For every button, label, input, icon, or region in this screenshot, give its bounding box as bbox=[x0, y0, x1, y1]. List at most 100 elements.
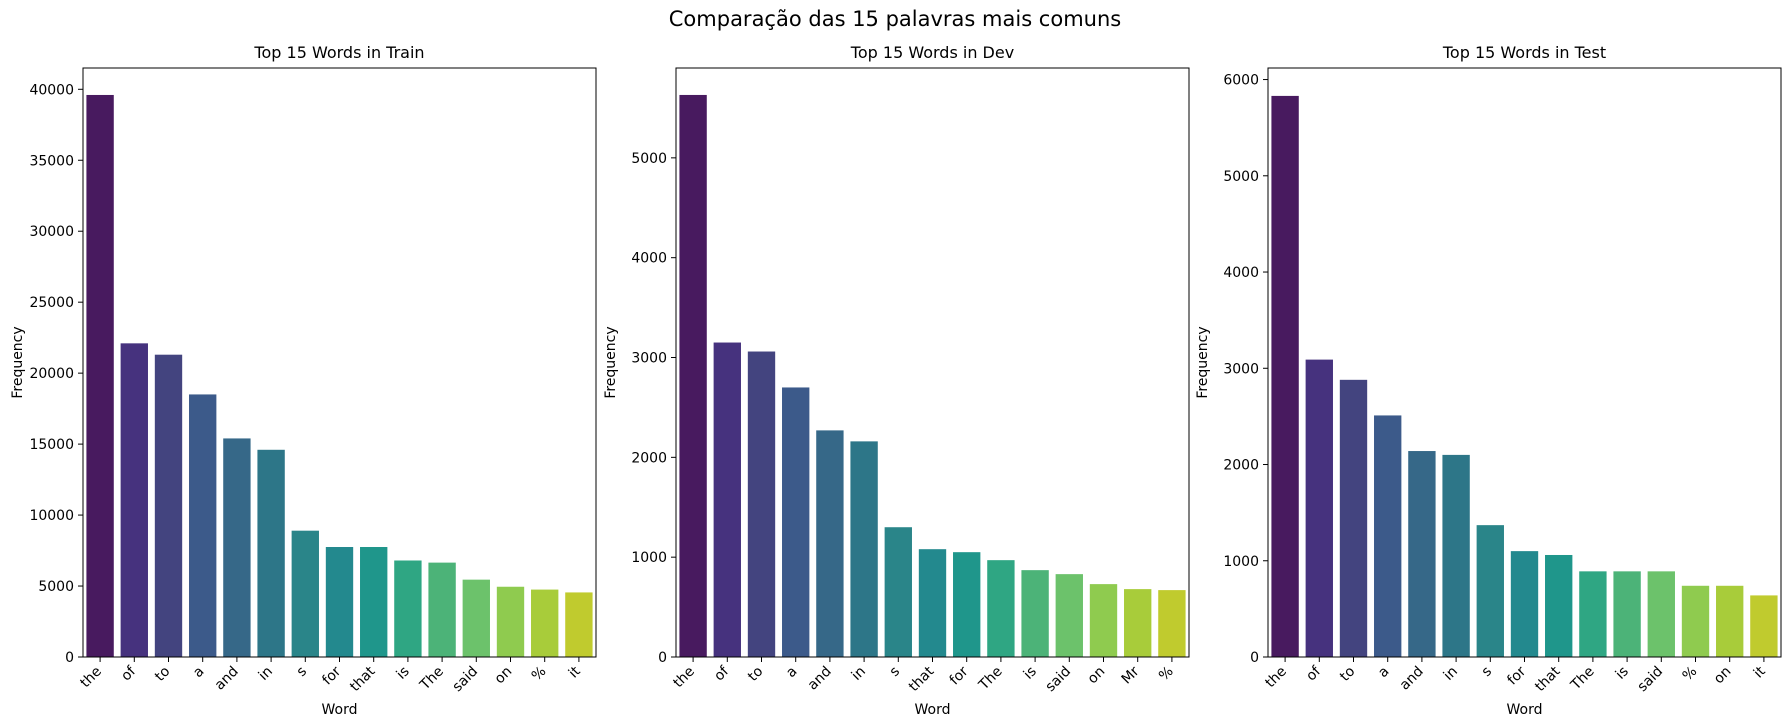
bar bbox=[496, 586, 525, 657]
x-tick-label: that bbox=[347, 663, 379, 695]
x-tick-label: of bbox=[118, 663, 140, 685]
bar bbox=[918, 549, 947, 657]
y-tick-label: 3000 bbox=[1223, 361, 1259, 377]
x-tick-label: % bbox=[1680, 664, 1701, 685]
x-tick-label: s bbox=[294, 664, 310, 680]
bar bbox=[1545, 554, 1573, 657]
bar bbox=[531, 589, 559, 657]
x-tick-label: in bbox=[849, 664, 869, 684]
x-tick-label: the bbox=[670, 664, 698, 692]
bar bbox=[1305, 359, 1333, 657]
y-tick-label: 5000 bbox=[631, 151, 667, 167]
bar bbox=[1750, 595, 1778, 657]
x-tick-label: it bbox=[566, 663, 584, 681]
x-tick-label: % bbox=[1156, 664, 1177, 685]
bar bbox=[1716, 585, 1744, 657]
chart-panel-0: Top 15 Words in Train 0 5000 10000 15000 2000… bbox=[10, 43, 597, 718]
x-tick-label: in bbox=[256, 664, 276, 684]
bar bbox=[394, 560, 422, 657]
y-tick-label: 0 bbox=[658, 650, 667, 666]
y-tick-label: 40000 bbox=[29, 82, 74, 98]
bar bbox=[189, 394, 217, 657]
bar bbox=[462, 579, 490, 657]
x-tick-label: s bbox=[1479, 664, 1495, 680]
bar bbox=[1408, 451, 1436, 657]
x-tick-label: The bbox=[975, 664, 1005, 694]
x-tick-label: in bbox=[1441, 664, 1461, 684]
y-tick-label: 3000 bbox=[631, 351, 667, 367]
y-tick-label: 6000 bbox=[1223, 73, 1259, 89]
y-tick-label: 1000 bbox=[631, 550, 667, 566]
x-tick-label: % bbox=[529, 664, 550, 685]
x-axis-label: Word bbox=[915, 702, 951, 718]
y-tick-label: 2000 bbox=[1223, 458, 1259, 474]
y-tick-label: 5000 bbox=[1223, 169, 1259, 185]
bar bbox=[360, 547, 388, 657]
plot-frame bbox=[82, 67, 597, 658]
x-tick-label: is bbox=[1613, 664, 1632, 683]
bar bbox=[154, 354, 183, 657]
y-tick-label: 25000 bbox=[29, 295, 74, 311]
y-axis-label: Frequency bbox=[1195, 326, 1211, 398]
bar bbox=[1476, 525, 1504, 657]
bar bbox=[291, 530, 319, 657]
bar bbox=[850, 441, 878, 657]
chart-title: Top 15 Words in Dev bbox=[850, 43, 1014, 62]
x-tick-label: Mr bbox=[1119, 663, 1143, 687]
x-tick-label: of bbox=[1303, 663, 1325, 685]
y-axis-label: Frequency bbox=[603, 326, 619, 398]
x-tick-label: the bbox=[1262, 664, 1290, 692]
bar bbox=[86, 94, 114, 658]
bar bbox=[1089, 584, 1118, 657]
chart-panel-2: Top 15 Words in Test 0 1000 2000 3000 4000 500… bbox=[1195, 43, 1782, 718]
x-tick-label: a bbox=[190, 664, 207, 681]
chart-panel-1: Top 15 Words in Dev 0 1000 2000 3000 4000 5000… bbox=[603, 43, 1190, 718]
bar bbox=[713, 342, 741, 657]
y-tick-label: 20000 bbox=[29, 366, 74, 382]
x-tick-label: a bbox=[783, 664, 800, 681]
bar bbox=[1442, 454, 1470, 657]
x-tick-label: and bbox=[212, 664, 242, 694]
x-tick-label: on bbox=[1085, 664, 1109, 688]
y-tick-label: 30000 bbox=[29, 224, 74, 240]
y-tick-label: 0 bbox=[65, 650, 74, 666]
bar bbox=[816, 430, 844, 657]
bar bbox=[1647, 571, 1675, 657]
bar bbox=[987, 560, 1015, 657]
bar bbox=[747, 351, 776, 657]
figure-title: Comparação das 15 palavras mais comuns bbox=[669, 7, 1121, 31]
bar bbox=[1339, 379, 1368, 657]
bar bbox=[1613, 571, 1641, 657]
x-tick-label: for bbox=[319, 663, 344, 688]
x-tick-label: the bbox=[77, 664, 105, 692]
x-tick-label: and bbox=[805, 664, 835, 694]
bar bbox=[1681, 585, 1710, 657]
plot-frame bbox=[675, 67, 1190, 658]
y-tick-label: 15000 bbox=[29, 437, 74, 453]
x-tick-label: to bbox=[1337, 664, 1358, 685]
y-tick-label: 4000 bbox=[631, 251, 667, 267]
x-tick-label: said bbox=[1043, 664, 1075, 696]
bar bbox=[257, 449, 285, 657]
bar bbox=[223, 438, 251, 657]
bar bbox=[1579, 571, 1607, 657]
x-tick-label: is bbox=[1021, 664, 1040, 683]
x-tick-label: said bbox=[450, 664, 482, 696]
bar bbox=[1021, 570, 1049, 657]
y-tick-label: 0 bbox=[1250, 650, 1259, 666]
y-tick-label: 2000 bbox=[631, 450, 667, 466]
x-tick-label: is bbox=[394, 664, 413, 683]
bar bbox=[1158, 590, 1186, 657]
y-tick-label: 1000 bbox=[1223, 554, 1259, 570]
bar bbox=[1374, 415, 1402, 657]
x-tick-label: of bbox=[711, 663, 733, 685]
bar bbox=[1271, 95, 1299, 657]
x-tick-label: for bbox=[947, 663, 972, 688]
x-tick-label: s bbox=[887, 664, 903, 680]
x-axis-label: Word bbox=[322, 702, 358, 718]
bar bbox=[1510, 551, 1539, 657]
x-tick-label: and bbox=[1397, 664, 1427, 694]
x-tick-label: it bbox=[1751, 663, 1769, 681]
x-tick-label: that bbox=[906, 663, 938, 695]
